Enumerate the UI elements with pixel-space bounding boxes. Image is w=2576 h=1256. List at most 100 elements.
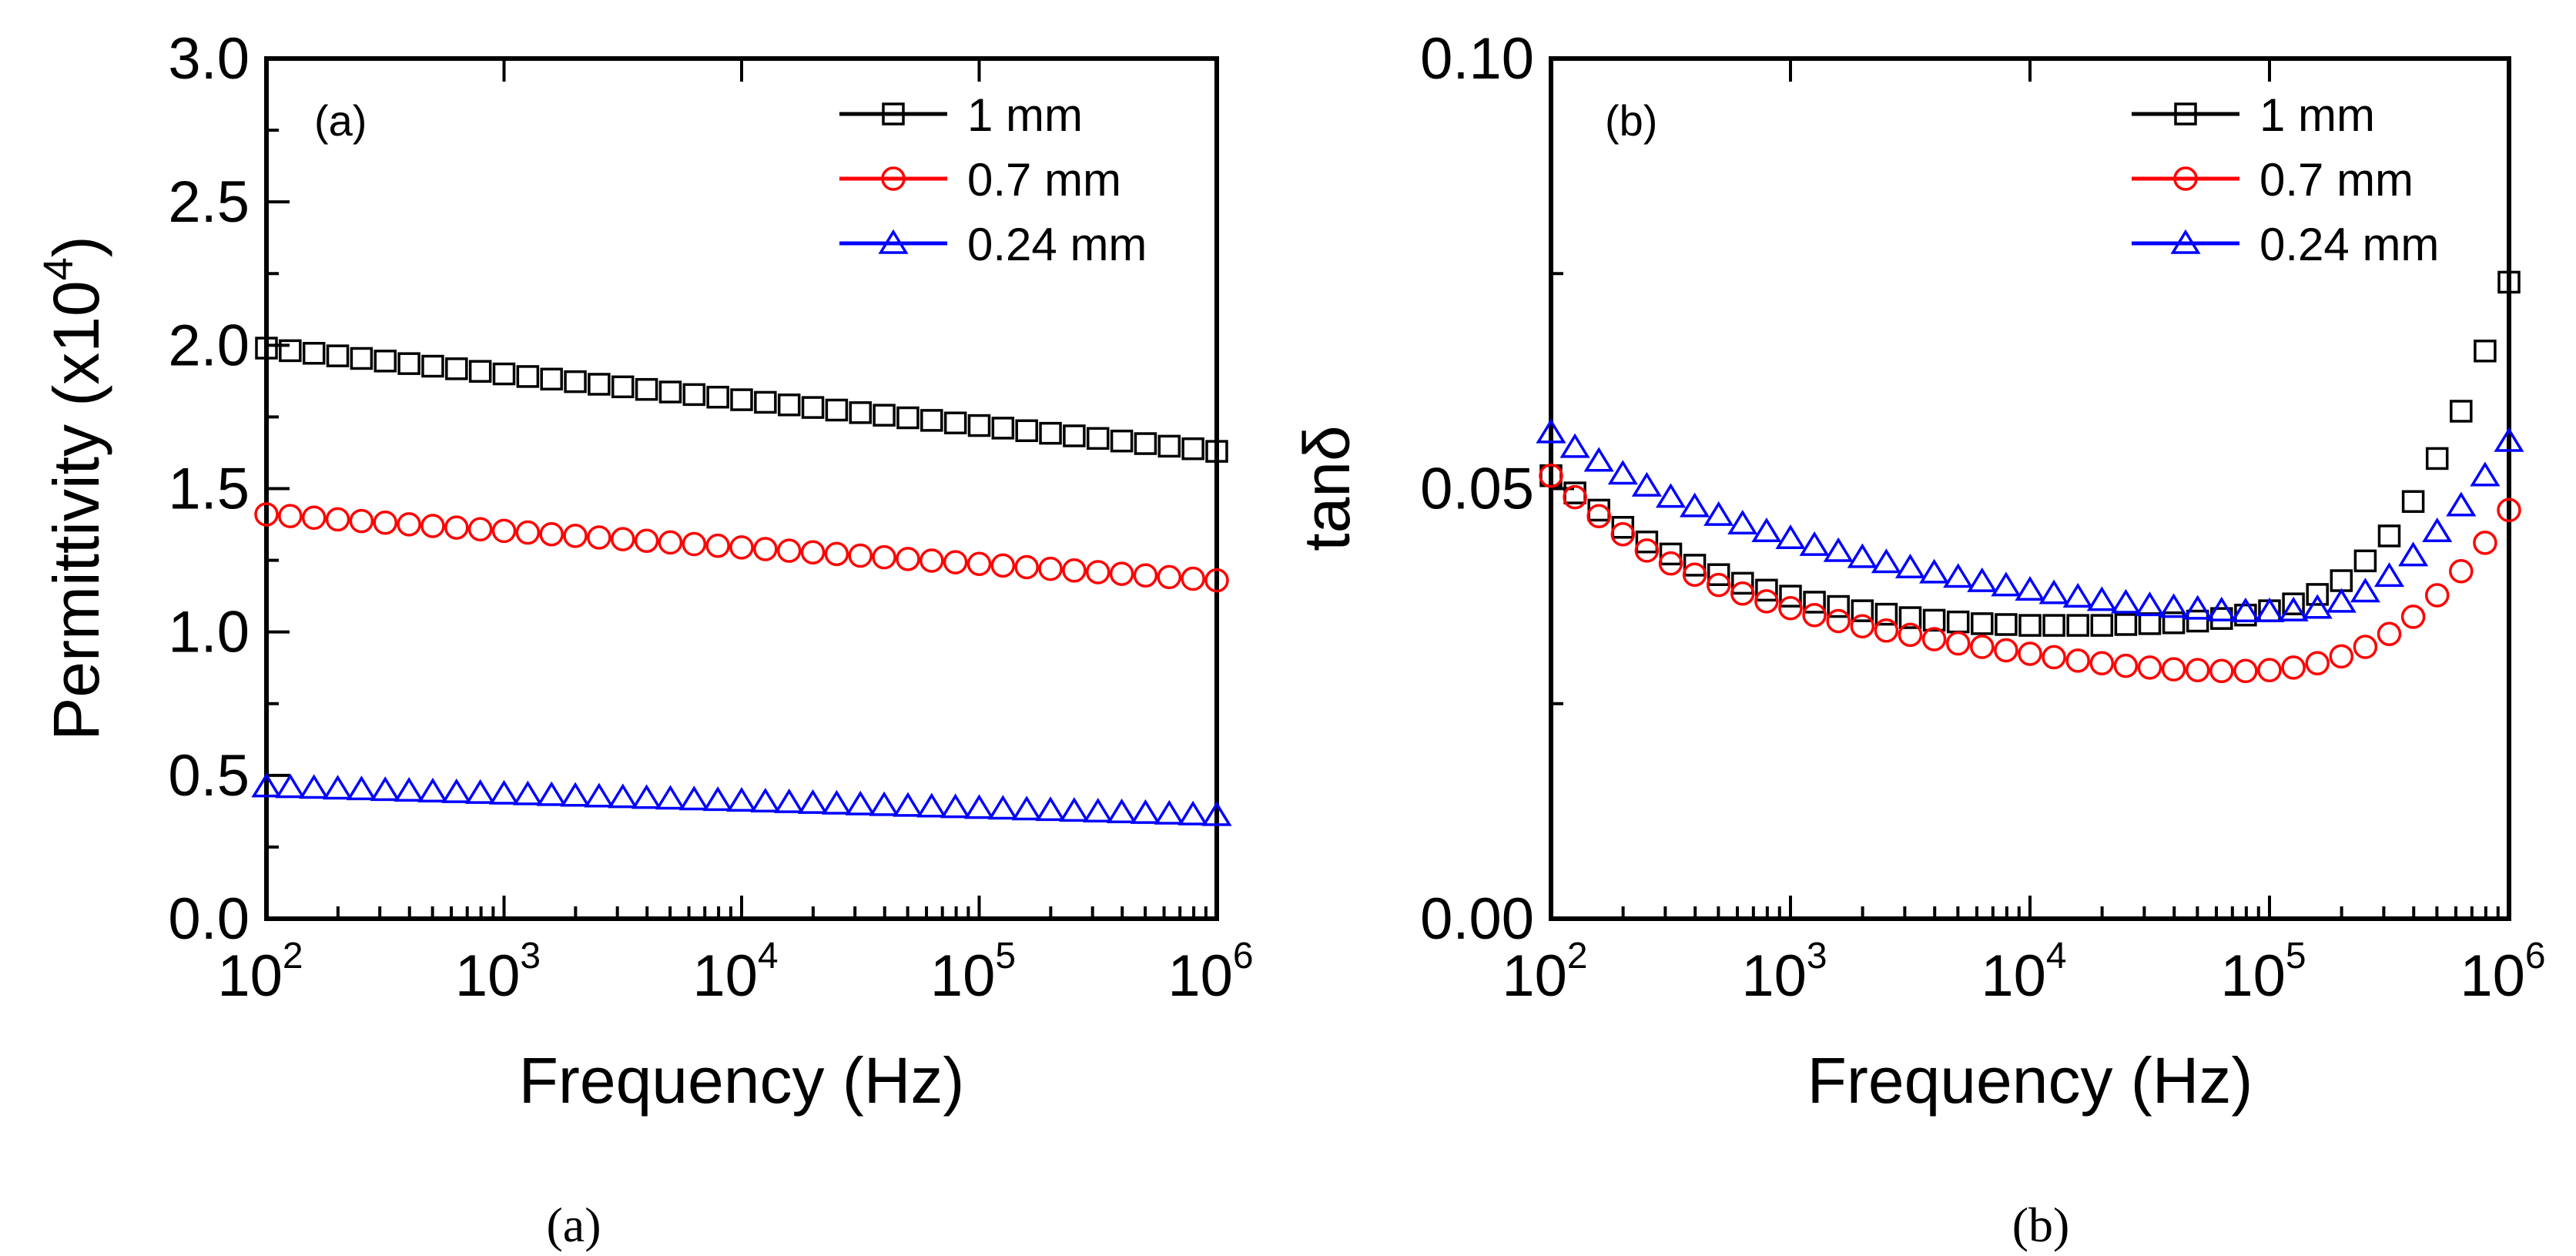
panel-a-y-tick-labels: 0.0 0.5 1.0 1.5 2.0 2.5 3.0 <box>168 26 250 952</box>
a-point <box>536 781 567 806</box>
a-point <box>920 409 943 432</box>
panel-b-legend: 1 mm 0.7 mm 0.24 mm <box>2132 89 2439 270</box>
a-point <box>774 788 805 813</box>
b-point <box>2305 651 2330 676</box>
a-point <box>940 793 971 819</box>
b-point <box>1731 571 1754 595</box>
a-point <box>1133 563 1158 588</box>
a-point <box>611 375 635 399</box>
a-point <box>1177 800 1208 826</box>
a-point <box>278 504 303 528</box>
b-point <box>1683 554 1707 577</box>
a-point <box>251 772 282 798</box>
panel-b-tag: (b) <box>1605 96 1657 145</box>
a-point <box>943 411 967 434</box>
a-point <box>467 517 493 542</box>
a-point <box>539 521 564 547</box>
b-point <box>1995 613 2018 636</box>
b-point <box>2018 641 2042 666</box>
a-point <box>588 373 611 396</box>
a-series-0 <box>255 337 1228 463</box>
a-x-tick-base: 10 <box>930 943 996 1009</box>
b-point <box>2137 655 2162 680</box>
b-point <box>1799 531 1830 556</box>
b-point <box>2497 497 2521 523</box>
b-x-tick-label: 104 <box>1981 936 2066 1009</box>
a-x-tick-base: 10 <box>455 943 521 1009</box>
b-point <box>1823 537 1854 562</box>
b-x-tick-exp: 3 <box>1807 936 1827 976</box>
b-point <box>1751 517 1782 543</box>
panel-a-y-axis-title-main: Permittivity (x10 <box>40 280 112 740</box>
a-x-tick-label: 104 <box>692 936 778 1009</box>
a-point <box>754 390 777 414</box>
a-point <box>1062 558 1087 583</box>
a-point <box>491 518 517 544</box>
b-point <box>2086 586 2117 611</box>
b-point <box>2450 400 2473 423</box>
b-point <box>1871 548 1901 574</box>
a-point <box>658 380 682 404</box>
panel-a-chart: 0.00.51.01.52.02.53.0 102 103 104 105 106 Fr… <box>35 26 1254 1252</box>
b-point <box>1850 614 1875 638</box>
a-point <box>869 791 899 816</box>
b-point <box>2398 541 2429 567</box>
a-point <box>991 417 1015 440</box>
a-legend-marker <box>881 166 906 191</box>
a-point <box>658 530 683 555</box>
a-x-tick-base: 10 <box>692 943 758 1009</box>
a-point <box>1110 429 1134 453</box>
b-point <box>2182 595 2213 620</box>
a-point <box>468 360 492 383</box>
b-point <box>1874 618 1899 643</box>
b-x-tick-label: 105 <box>2220 936 2306 1009</box>
b-point <box>2162 611 2186 635</box>
panel-a-series <box>251 337 1232 826</box>
b-point <box>1586 504 1611 528</box>
panel-a-y-axis-title-exp: 4 <box>35 257 82 280</box>
a-point <box>1014 554 1039 580</box>
a-point <box>1130 799 1161 824</box>
b-point <box>1706 572 1731 598</box>
a-point <box>1134 432 1157 455</box>
b-point <box>2015 576 2045 601</box>
a-point <box>302 342 326 365</box>
panel-a-caption: (a) <box>546 1197 601 1252</box>
a-point <box>1181 437 1204 461</box>
panel-b-ticks <box>1549 57 2511 920</box>
b-point <box>2161 657 2186 682</box>
b-point <box>2254 597 2285 622</box>
a-point <box>872 544 896 570</box>
b-point <box>2281 655 2306 680</box>
a-point <box>990 553 1016 578</box>
a-point <box>1201 801 1232 826</box>
a-point <box>275 773 306 799</box>
panel-b-y-tick-labels: 0.00 0.05 0.10 <box>1420 26 1534 952</box>
b-point <box>2494 427 2524 452</box>
panel-a-y-axis-title: Permittivity (x104) <box>35 236 112 740</box>
b-point <box>1945 631 1971 656</box>
a-point <box>776 538 802 563</box>
a-x-tick-label: 106 <box>1167 936 1253 1009</box>
a-point <box>611 527 635 551</box>
a-y-tick-label: 2.0 <box>168 313 250 378</box>
a-point <box>777 394 801 417</box>
b-point <box>1634 538 1660 563</box>
a-y-tick-label: 0.5 <box>168 743 250 809</box>
a-x-tick-exp: 2 <box>283 936 303 976</box>
b-x-tick-exp: 4 <box>2046 936 2067 976</box>
a-point <box>515 520 541 545</box>
b-point <box>2062 582 2093 608</box>
a-point <box>705 533 730 558</box>
b-point <box>1919 558 1950 584</box>
a-point <box>631 784 662 809</box>
a-point <box>1035 796 1066 822</box>
a-legend-marker <box>878 229 909 254</box>
b-point <box>1803 591 1826 614</box>
a-point <box>1204 568 1229 593</box>
b-series-2 <box>1536 418 2524 622</box>
b-legend-label: 0.24 mm <box>2259 219 2439 270</box>
a-point <box>1157 434 1181 458</box>
panel-b-x-axis-title: Frequency (Hz) <box>1807 1044 2253 1117</box>
b-point <box>1921 627 1947 651</box>
